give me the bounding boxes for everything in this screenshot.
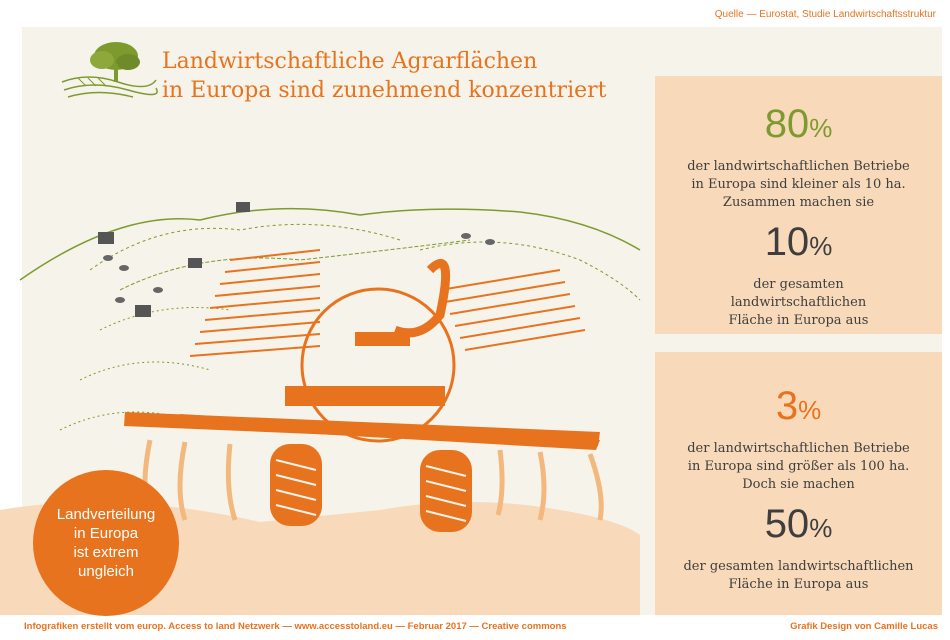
footer-design-credit: Grafik Design von Camille Lucas	[790, 621, 938, 632]
stat-desc-small-farms: der landwirtschaftlichen Betriebe in Eur…	[687, 159, 910, 210]
inequality-badge: Landverteilung in Europa ist extrem ungl…	[33, 470, 179, 616]
title-line-2: in Europa sind zunehmend konzentriert	[162, 78, 607, 103]
stat-box-large-farms: 3% der landwirtschaftlichen Betriebe in …	[655, 352, 942, 615]
source-note: Quelle — Eurostat, Studie Landwirtschaft…	[714, 9, 936, 20]
stat-value-80: 80%	[764, 102, 833, 146]
tree-landscape-icon	[61, 42, 158, 98]
title-line-1: Landwirtschaftliche Agrarflächen	[162, 49, 538, 74]
stat-desc-large-farms: der landwirtschaftlichen Betriebe in Eur…	[687, 441, 910, 492]
footer-credits: Infografiken erstellt vom europ. Access …	[24, 621, 567, 632]
stat-value-50: 50%	[764, 502, 833, 546]
stat-desc-large-area: der gesamten landwirtschaftlichen Fläche…	[683, 559, 914, 592]
stat-value-3: 3%	[775, 384, 822, 428]
page-title: Landwirtschaftliche Agrarflächen in Euro…	[162, 47, 642, 105]
stat-box-small-farms: 80% der landwirtschaftlichen Betriebe in…	[655, 76, 942, 334]
stat-desc-small-area: der gesamten landwirtschaftlichen Fläche…	[728, 277, 869, 328]
stat-value-10: 10%	[764, 220, 833, 264]
